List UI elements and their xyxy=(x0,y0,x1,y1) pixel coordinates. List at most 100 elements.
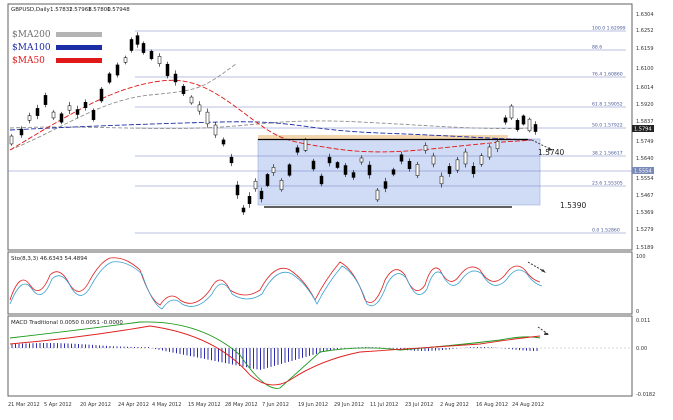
candle-body xyxy=(431,155,436,165)
price-label: 1.5369 xyxy=(636,210,654,216)
candle-body xyxy=(99,88,104,102)
macd-pane[interactable] xyxy=(7,315,633,397)
candle-body xyxy=(157,56,162,64)
time-label: 16 Aug 2012 xyxy=(476,402,508,408)
candle-body xyxy=(303,139,308,151)
moving-averages xyxy=(9,63,533,153)
candle-body xyxy=(335,162,340,168)
fib-label: 38.2 1.56617 xyxy=(592,151,623,157)
candle-body xyxy=(463,151,468,165)
candle-body xyxy=(197,104,202,112)
candle-body xyxy=(229,156,234,164)
candle-body xyxy=(59,113,64,123)
price-label: 1.5640 xyxy=(636,156,654,162)
candle-body xyxy=(527,118,532,132)
time-label: 15 May 2012 xyxy=(188,402,221,408)
candle-body xyxy=(367,164,372,176)
price-label: 1.6159 xyxy=(636,46,654,52)
candle-body xyxy=(415,164,420,176)
fib-label: 61.8 1.59052 xyxy=(592,102,623,108)
price-label: 1.5920 xyxy=(636,102,654,108)
candle-body xyxy=(351,172,356,178)
candle-body xyxy=(399,154,404,162)
price-label: 1.6014 xyxy=(636,85,654,91)
stoch-signal-line xyxy=(9,261,543,310)
candle-body xyxy=(181,85,186,95)
stoch-main-line xyxy=(9,257,541,306)
chart-header-close: 1.57948 xyxy=(107,7,130,13)
candle-body xyxy=(311,160,316,170)
time-label: 20 Apr 2012 xyxy=(80,402,111,408)
candle-body xyxy=(75,109,80,115)
candle-body xyxy=(123,57,128,63)
candle-body xyxy=(359,157,364,163)
time-label: 24 Apr 2012 xyxy=(118,402,149,408)
macd-main-line xyxy=(9,321,541,389)
stoch-arrow-head xyxy=(541,269,546,273)
legend-ma200-swatch xyxy=(56,32,102,37)
candle-body xyxy=(141,43,146,53)
candle-body xyxy=(43,95,48,105)
macd-label: MACD Traditional 0.0050 0.0051 -0.0000 xyxy=(11,320,123,326)
stoch-axis-bottom: 0 xyxy=(636,309,639,315)
time-label: 21 Mar 2012 xyxy=(8,402,40,408)
time-label: 29 Jun 2012 xyxy=(334,402,364,408)
ma100-line xyxy=(9,121,533,141)
candle-body xyxy=(91,110,96,120)
candle-body xyxy=(391,169,396,175)
price-axis: 1.6304 1.6252 1.6159 1.6100 1.6014 1.592… xyxy=(636,12,654,251)
fib-label: 0.0 1.52860 xyxy=(592,228,620,234)
time-label: 23 Jul 2012 xyxy=(405,402,433,408)
stoch-lines xyxy=(9,257,543,310)
candle-body xyxy=(319,175,324,185)
chart-header-open: 1.57832 xyxy=(50,7,73,13)
macd-axis-zero: 0.00 xyxy=(636,346,647,352)
candle-body xyxy=(265,174,270,186)
legend-ma50-label: $MA50 xyxy=(12,56,45,66)
legend-ma100-label: $MA100 xyxy=(12,43,51,53)
candle-body xyxy=(213,124,218,136)
time-label: 11 Jul 2012 xyxy=(370,402,398,408)
stoch-label: Sto(8,3,3) 46.6343 54.4894 xyxy=(11,256,88,262)
time-label: 4 May 2012 xyxy=(152,402,181,408)
time-label: 28 May 2012 xyxy=(225,402,258,408)
candle-body xyxy=(503,117,508,123)
chart-header-symbol: GBPUSD,Daily xyxy=(11,7,51,13)
resistance-band xyxy=(258,135,508,140)
ma200-line-b xyxy=(9,120,533,129)
macd-axis-top: 0.011 xyxy=(636,318,650,324)
fib-label: 76.4 1.60860 xyxy=(592,72,623,78)
macd-signal-line xyxy=(9,325,541,386)
candle-body xyxy=(35,108,40,116)
candle-body xyxy=(173,73,178,83)
candle-body xyxy=(295,147,300,153)
stoch-pane[interactable] xyxy=(7,251,633,315)
candle-body xyxy=(115,64,120,76)
candle-body xyxy=(247,195,252,205)
time-label: 2 Aug 2012 xyxy=(440,402,469,408)
price-pane[interactable] xyxy=(7,3,633,251)
candle-body xyxy=(165,63,170,77)
price-label: 1.5467 xyxy=(636,193,654,199)
macd-lines xyxy=(8,321,632,389)
candle-body xyxy=(83,101,88,109)
price-label: 1.6252 xyxy=(636,28,654,34)
current-price-tag xyxy=(632,125,654,132)
stoch-axis-top: 100 xyxy=(636,254,646,260)
ma200-line xyxy=(9,63,237,151)
candle-body xyxy=(259,190,264,200)
candle-body xyxy=(383,181,388,189)
time-axis: 21 Mar 2012 5 Apr 2012 20 Apr 2012 24 Ap… xyxy=(8,402,544,408)
candle-body xyxy=(471,165,476,175)
alt-price-label: 1.5554 xyxy=(634,169,652,175)
candle-body xyxy=(235,184,240,196)
legend-ma200-label: $MA200 xyxy=(12,30,51,40)
candle-body xyxy=(279,180,284,190)
time-label: 24 Aug 2012 xyxy=(512,402,544,408)
time-label: 7 Jun 2012 xyxy=(262,402,289,408)
candle-body xyxy=(375,189,380,201)
candle-body xyxy=(509,105,514,119)
candle-body xyxy=(423,145,428,151)
